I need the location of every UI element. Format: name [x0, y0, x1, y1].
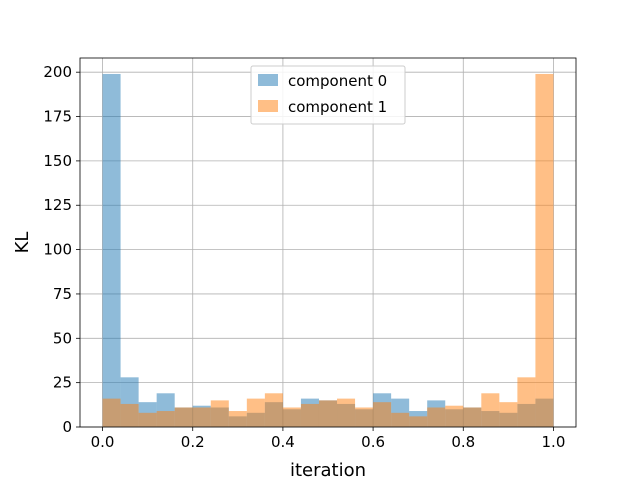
bar-series-1-bin-16: [391, 412, 410, 427]
bar-series-1-bin-13: [337, 398, 356, 427]
x-axis: 0.0 0.2 0.4 0.6 0.8 1.0: [91, 427, 566, 451]
x-tick-label: 0.4: [271, 433, 295, 451]
y-tick-label: 200: [43, 63, 72, 81]
bar-series-1-bin-11: [300, 403, 319, 427]
legend: component 0 component 1: [250, 65, 406, 125]
y-tick-label: 175: [43, 108, 72, 126]
bar-series-1-bin-24: [535, 73, 554, 428]
bar-series-1-bin-0: [102, 398, 121, 427]
y-tick-label: 100: [43, 241, 72, 259]
bar-series-1-bin-8: [246, 398, 265, 427]
bar-series-1-bin-7: [228, 411, 247, 427]
y-tick-label: 50: [53, 329, 72, 347]
bar-series-1-bin-15: [373, 402, 392, 427]
plot-frame: [79, 57, 577, 428]
bar-series-1-bin-17: [409, 416, 428, 427]
x-tick-label: 0.8: [451, 433, 475, 451]
bar-series-1-bin-6: [210, 400, 229, 427]
bar-series-0-bin-0: [102, 73, 121, 428]
y-tick-label: 125: [43, 196, 72, 214]
bar-series-1-bin-5: [192, 407, 211, 427]
y-tick-label: 25: [53, 374, 72, 392]
bar-series-1-bin-18: [427, 407, 446, 427]
legend-label-component-0: component 0: [288, 72, 387, 90]
bar-series-1-bin-12: [318, 400, 338, 427]
bar-series-1-bin-4: [174, 407, 193, 427]
x-axis-label: iteration: [290, 460, 366, 480]
bars: [102, 73, 554, 428]
y-tick-label: 75: [53, 285, 72, 303]
bar-series-1-bin-21: [481, 393, 500, 427]
bar-series-1-bin-2: [138, 412, 157, 427]
y-tick-label: 0: [62, 418, 72, 436]
bar-series-1-bin-9: [264, 393, 283, 427]
y-axis: 0 25 50 75 100 125 150 175 200: [43, 63, 80, 436]
legend-swatch-component-1: [258, 100, 278, 112]
legend-box: [250, 65, 406, 125]
legend-swatch-component-0: [258, 74, 278, 86]
bar-series-1-bin-1: [120, 403, 139, 427]
bar-series-1-bin-19: [445, 405, 464, 427]
legend-label-component-1: component 1: [288, 98, 387, 116]
x-tick-label: 0.6: [361, 433, 385, 451]
x-tick-label: 0.2: [181, 433, 205, 451]
y-tick-label: 150: [43, 152, 72, 170]
bar-series-1-bin-10: [282, 407, 301, 427]
x-tick-label: 0.0: [91, 433, 115, 451]
bar-series-1-bin-22: [499, 402, 518, 427]
bar-series-1-bin-3: [156, 411, 175, 427]
bar-series-1-bin-14: [355, 407, 374, 427]
bar-series-1-bin-20: [463, 407, 482, 427]
bar-series-1-bin-23: [517, 377, 536, 427]
y-axis-label: KL: [12, 232, 33, 254]
x-tick-label: 1.0: [542, 433, 566, 451]
